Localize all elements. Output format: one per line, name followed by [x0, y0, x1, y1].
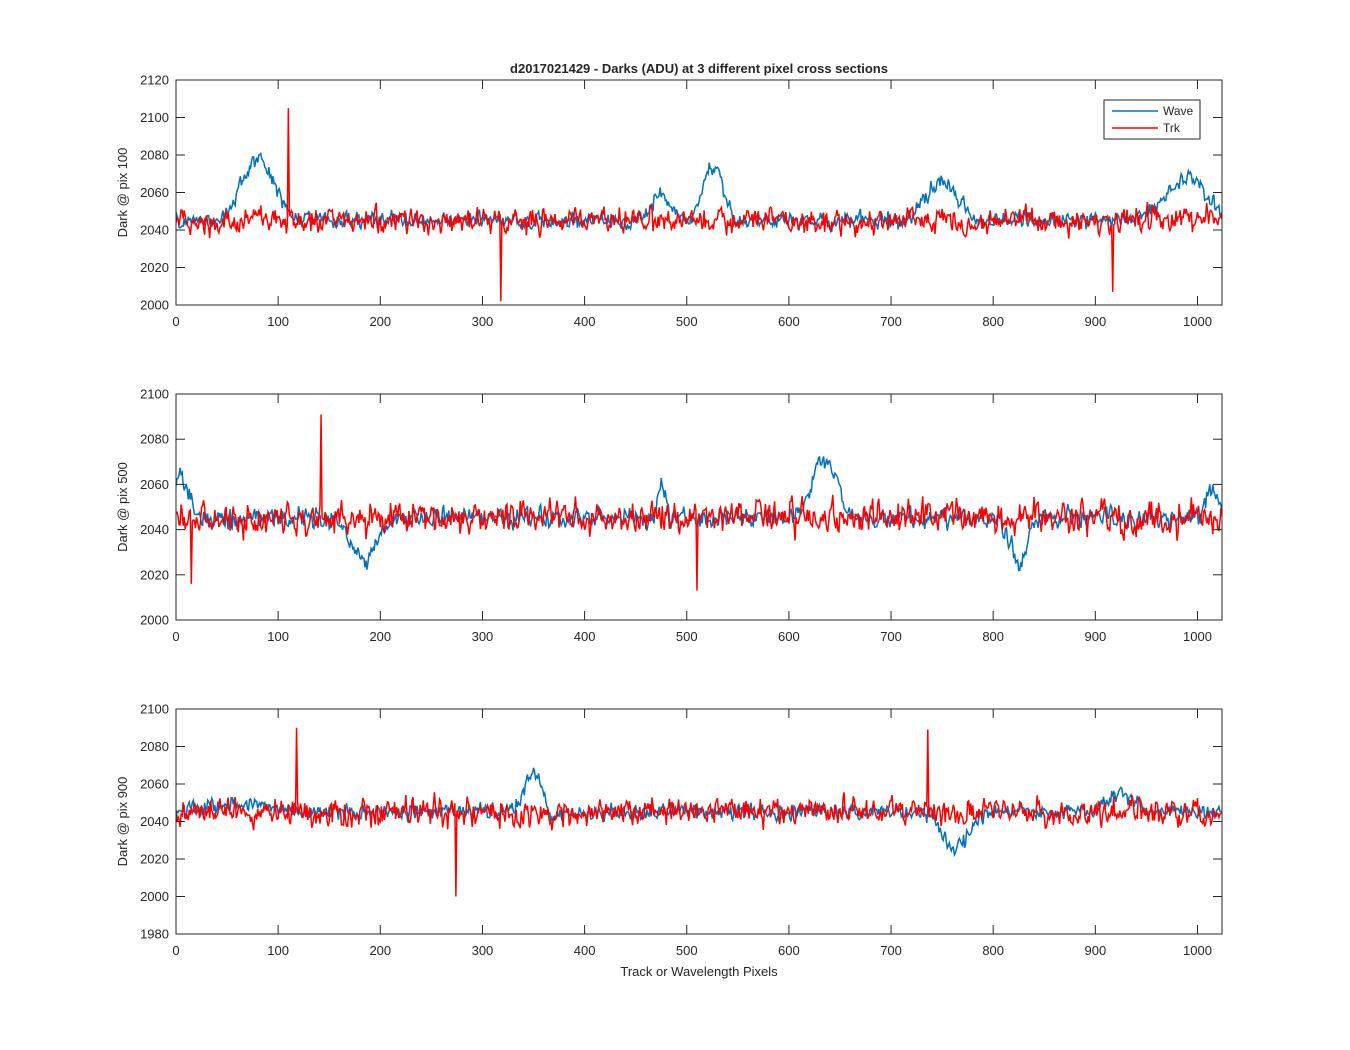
subplot-2: 0 100 200 300 400 500 600 700 800 900 1000 2000 2020… [115, 387, 1223, 644]
x-tick-label: 100 [267, 629, 289, 644]
x-tick-label: 700 [880, 943, 902, 958]
y-tick-label: 2000 [140, 889, 169, 904]
y-tick-label: 2120 [140, 73, 169, 88]
x-tick-label: 1000 [1183, 629, 1212, 644]
x-axis-label: Track or Wavelength Pixels [620, 964, 778, 979]
legend-entry-wave: Wave [1163, 104, 1194, 118]
x-tick-label: 0 [172, 943, 179, 958]
y-tick-label: 2020 [140, 260, 169, 275]
x-tick-label: 1000 [1183, 314, 1212, 329]
x-tick-label: 400 [574, 943, 596, 958]
y-tick-label: 2020 [140, 852, 169, 867]
x-tick-label: 900 [1084, 943, 1106, 958]
legend-box [1103, 99, 1201, 140]
y-tick-label: 2020 [140, 567, 169, 582]
y-tick-label: 2000 [140, 298, 169, 313]
series-line-trk [176, 108, 1222, 302]
x-tick-label: 100 [267, 314, 289, 329]
legend: Wave Trk [1103, 99, 1201, 140]
x-tick-label: 400 [574, 629, 596, 644]
x-tick-label: 600 [778, 314, 800, 329]
series-line-trk [176, 414, 1222, 591]
x-tick-label: 300 [472, 314, 494, 329]
chart-title: d2017021429 - Darks (ADU) at 3 different… [510, 61, 888, 76]
series-line-trk [176, 727, 1222, 897]
x-tick-label: 700 [880, 629, 902, 644]
y-tick-label: 1980 [140, 927, 169, 942]
x-tick-label: 800 [982, 314, 1004, 329]
x-tick-label: 300 [472, 629, 494, 644]
x-tick-label: 900 [1084, 314, 1106, 329]
subplot-1: 0 100 200 300 400 500 600 700 800 900 1000 2000 2020… [115, 73, 1223, 329]
x-tick-label: 200 [369, 629, 391, 644]
axes-box [175, 79, 1223, 306]
y-tick-label: 2080 [140, 432, 169, 447]
x-tick-label: 100 [267, 943, 289, 958]
x-tick-label: 500 [676, 943, 698, 958]
y-axis-label: Dark @ pix 500 [115, 462, 130, 552]
subplots: 0 100 200 300 400 500 600 700 800 900 100020002020… [115, 73, 1223, 958]
x-tick-label: 0 [172, 314, 179, 329]
x-tick-label: 300 [472, 943, 494, 958]
x-tick-label: 700 [880, 314, 902, 329]
y-tick-label: 2100 [140, 387, 169, 402]
x-tick-label: 500 [676, 314, 698, 329]
x-tick-label: 800 [982, 629, 1004, 644]
y-tick-label: 2040 [140, 814, 169, 829]
y-tick-label: 2080 [140, 739, 169, 754]
y-tick-label: 2000 [140, 613, 169, 628]
x-tick-label: 500 [676, 629, 698, 644]
y-axis-label: Dark @ pix 100 [115, 148, 130, 238]
y-tick-label: 2040 [140, 522, 169, 537]
y-axis-label: Dark @ pix 900 [115, 777, 130, 867]
x-tick-label: 200 [369, 943, 391, 958]
y-tick-label: 2060 [140, 777, 169, 792]
y-tick-label: 2060 [140, 477, 169, 492]
x-tick-label: 1000 [1183, 943, 1212, 958]
y-tick-label: 2060 [140, 185, 169, 200]
axes-box [175, 393, 1223, 621]
x-tick-label: 0 [172, 629, 179, 644]
x-tick-label: 400 [574, 314, 596, 329]
legend-entry-trk: Trk [1163, 121, 1181, 135]
x-tick-label: 200 [369, 314, 391, 329]
y-tick-label: 2040 [140, 223, 169, 238]
x-tick-label: 600 [778, 943, 800, 958]
subplot-3: 0 100 200 300 400 500 600 700 800 900 1000 1980 2000… [115, 702, 1223, 958]
x-tick-label: 900 [1084, 629, 1106, 644]
y-tick-label: 2100 [140, 702, 169, 717]
y-tick-label: 2100 [140, 110, 169, 125]
y-tick-label: 2080 [140, 148, 169, 163]
x-tick-label: 800 [982, 943, 1004, 958]
x-tick-label: 600 [778, 629, 800, 644]
